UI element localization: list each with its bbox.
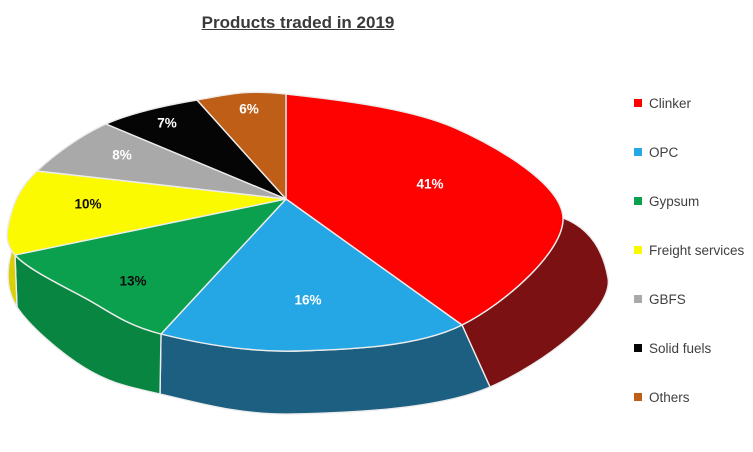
- pie-slice-opc: [160, 198, 463, 352]
- legend-swatch-freight-services: [634, 246, 642, 254]
- pie-slice-label-gbfs: 8%: [112, 148, 132, 163]
- pie-slice-label-freight-services: 10%: [74, 197, 101, 212]
- legend-item-freight-services: Freight services: [634, 242, 744, 258]
- pie-slice-label-solid-fuels: 7%: [157, 116, 177, 131]
- pie-slice-label-gypsum: 13%: [119, 274, 146, 289]
- legend-swatch-gbfs: [634, 295, 642, 303]
- chart-title: Products traded in 2019: [201, 13, 395, 32]
- legend-item-others: Others: [634, 389, 744, 405]
- legend-swatch-others: [634, 393, 642, 401]
- pie-slice-freight-services: [6, 170, 287, 256]
- legend-swatch-clinker: [634, 99, 642, 107]
- legend-label-gbfs: GBFS: [649, 291, 686, 307]
- pie-slice-label-others: 6%: [239, 102, 259, 117]
- legend-item-clinker: Clinker: [634, 95, 744, 111]
- legend-item-gypsum: Gypsum: [634, 193, 744, 209]
- legend-label-others: Others: [649, 389, 690, 405]
- chart-legend: Clinker OPC Gypsum Freight services GBFS Soli…: [634, 95, 744, 405]
- legend-item-solid-fuels: Solid fuels: [634, 340, 744, 356]
- pie-slice-label-opc: 16%: [294, 293, 321, 308]
- legend-item-gbfs: GBFS: [634, 291, 744, 307]
- legend-swatch-solid-fuels: [634, 344, 642, 352]
- pie-slice-gypsum: [14, 198, 287, 335]
- pie-slice-gbfs: [36, 123, 287, 200]
- legend-label-gypsum: Gypsum: [649, 193, 700, 209]
- legend-swatch-opc: [634, 148, 642, 156]
- legend-label-clinker: Clinker: [649, 95, 692, 111]
- pie-slice-others: [196, 91, 287, 200]
- legend-label-opc: OPC: [649, 144, 679, 160]
- legend-item-opc: OPC: [634, 144, 744, 160]
- legend-label-freight-services: Freight services: [649, 242, 745, 258]
- pie-slice-solid-fuels: [105, 99, 287, 200]
- pie-slice-label-clinker: 41%: [416, 177, 443, 192]
- pie-slice-clinker: [285, 93, 564, 326]
- legend-swatch-gypsum: [634, 197, 642, 205]
- legend-label-solid-fuels: Solid fuels: [649, 340, 712, 356]
